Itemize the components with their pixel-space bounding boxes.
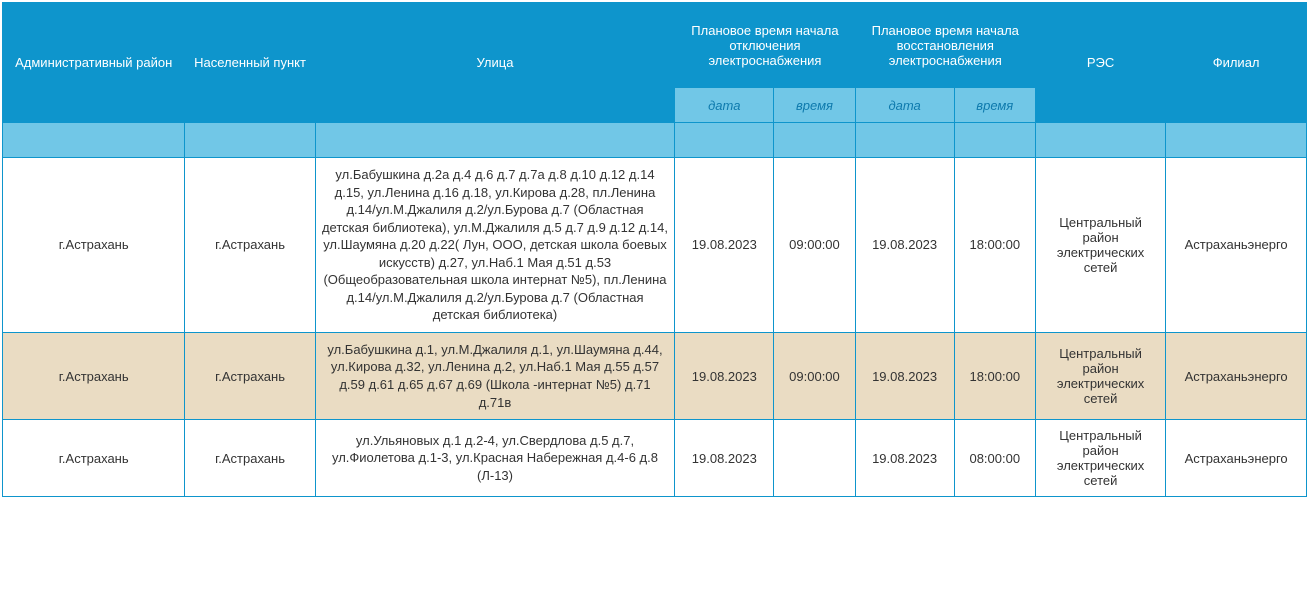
cell-start-time: 09:00:00 [774, 332, 855, 419]
cell-street: ул.Бабушкина д.1, ул.М.Джалиля д.1, ул.Ш… [315, 332, 675, 419]
filter-district [3, 123, 185, 158]
cell-end-time: 18:00:00 [954, 158, 1035, 333]
header-street: Улица [315, 3, 675, 123]
cell-res: Центральный район электрических сетей [1035, 420, 1165, 497]
cell-res: Центральный район электрических сетей [1035, 158, 1165, 333]
cell-start-time [774, 420, 855, 497]
cell-start-time: 09:00:00 [774, 158, 855, 333]
filter-end-time [954, 123, 1035, 158]
cell-settlement: г.Астрахань [185, 158, 315, 333]
filter-start-time [774, 123, 855, 158]
header-branch: Филиал [1166, 3, 1307, 123]
table-row: г.Астрахань г.Астрахань ул.Бабушкина д.1… [3, 332, 1307, 419]
filter-settlement [185, 123, 315, 158]
table-row: г.Астрахань г.Астрахань ул.Ульяновых д.1… [3, 420, 1307, 497]
table-body: г.Астрахань г.Астрахань ул.Бабушкина д.2… [3, 158, 1307, 497]
cell-settlement: г.Астрахань [185, 420, 315, 497]
cell-start-date: 19.08.2023 [675, 158, 774, 333]
header-district: Административный район [3, 3, 185, 123]
cell-end-date: 19.08.2023 [855, 420, 954, 497]
cell-end-time: 18:00:00 [954, 332, 1035, 419]
cell-street: ул.Бабушкина д.2а д.4 д.6 д.7 д.7а д.8 д… [315, 158, 675, 333]
header-outage-end: Плановое время начала восстановления эле… [855, 3, 1035, 88]
cell-res: Центральный район электрических сетей [1035, 332, 1165, 419]
subheader-start-date: дата [675, 88, 774, 123]
cell-branch: Астраханьэнерго [1166, 332, 1307, 419]
cell-end-date: 19.08.2023 [855, 158, 954, 333]
cell-branch: Астраханьэнерго [1166, 420, 1307, 497]
cell-start-date: 19.08.2023 [675, 332, 774, 419]
cell-end-date: 19.08.2023 [855, 332, 954, 419]
subheader-end-date: дата [855, 88, 954, 123]
cell-district: г.Астрахань [3, 332, 185, 419]
cell-settlement: г.Астрахань [185, 332, 315, 419]
subheader-start-time: время [774, 88, 855, 123]
header-outage-start: Плановое время начала отключения электро… [675, 3, 855, 88]
subheader-end-time: время [954, 88, 1035, 123]
filter-res [1035, 123, 1165, 158]
filter-street [315, 123, 675, 158]
cell-branch: Астраханьэнерго [1166, 158, 1307, 333]
cell-district: г.Астрахань [3, 158, 185, 333]
cell-start-date: 19.08.2023 [675, 420, 774, 497]
cell-end-time: 08:00:00 [954, 420, 1035, 497]
outage-schedule-table: Административный район Населенный пункт … [2, 2, 1307, 497]
cell-street: ул.Ульяновых д.1 д.2-4, ул.Свердлова д.5… [315, 420, 675, 497]
table-row: г.Астрахань г.Астрахань ул.Бабушкина д.2… [3, 158, 1307, 333]
header-settlement: Населенный пункт [185, 3, 315, 123]
table-header-row: Административный район Населенный пункт … [3, 3, 1307, 88]
table-filter-row [3, 123, 1307, 158]
header-res: РЭС [1035, 3, 1165, 123]
cell-district: г.Астрахань [3, 420, 185, 497]
filter-start-date [675, 123, 774, 158]
filter-end-date [855, 123, 954, 158]
filter-branch [1166, 123, 1307, 158]
